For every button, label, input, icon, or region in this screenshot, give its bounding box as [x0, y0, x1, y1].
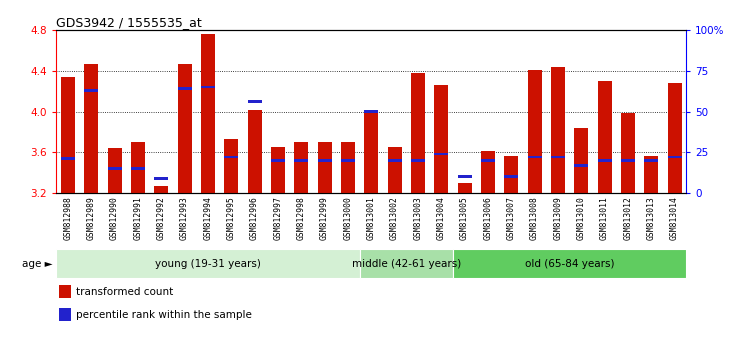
Bar — [224, 156, 238, 158]
Bar — [527, 156, 542, 158]
Bar — [341, 159, 355, 162]
Bar — [551, 156, 565, 158]
Bar — [598, 81, 611, 193]
Bar — [364, 110, 378, 113]
Bar — [271, 159, 285, 162]
Bar — [504, 156, 518, 193]
Bar — [458, 175, 472, 178]
Bar — [598, 159, 611, 162]
Bar — [458, 183, 472, 193]
Bar — [668, 83, 682, 193]
Bar — [388, 159, 401, 162]
Bar — [61, 158, 75, 160]
Bar — [131, 142, 145, 193]
Bar — [574, 128, 588, 193]
Bar — [453, 249, 686, 278]
Bar — [644, 156, 658, 193]
Text: transformed count: transformed count — [76, 287, 174, 297]
Text: percentile rank within the sample: percentile rank within the sample — [76, 310, 252, 320]
Text: middle (42-61 years): middle (42-61 years) — [352, 259, 460, 269]
Bar — [178, 64, 191, 193]
Text: young (19-31 years): young (19-31 years) — [155, 259, 261, 269]
Bar — [317, 159, 332, 162]
Bar — [56, 249, 359, 278]
Bar — [294, 159, 308, 162]
Bar — [411, 73, 425, 193]
Bar — [224, 139, 238, 193]
Bar — [84, 64, 98, 193]
Bar — [178, 87, 191, 90]
Bar — [434, 85, 448, 193]
Bar — [107, 148, 122, 193]
Bar — [248, 110, 262, 193]
Bar — [154, 177, 168, 179]
Bar — [644, 159, 658, 162]
Bar — [481, 159, 495, 162]
Bar — [504, 175, 518, 178]
Bar — [341, 142, 355, 193]
Bar — [481, 151, 495, 193]
Bar — [59, 285, 70, 298]
Bar — [294, 142, 308, 193]
Bar — [364, 112, 378, 193]
Bar — [271, 147, 285, 193]
Bar — [131, 167, 145, 170]
Bar — [107, 167, 122, 170]
Bar — [61, 77, 75, 193]
Bar — [411, 159, 425, 162]
Bar — [359, 249, 453, 278]
Bar — [551, 67, 565, 193]
Bar — [668, 156, 682, 158]
Bar — [154, 186, 168, 193]
Bar — [59, 308, 70, 321]
Bar — [317, 142, 332, 193]
Text: age ►: age ► — [22, 259, 53, 269]
Bar — [84, 89, 98, 92]
Bar — [574, 164, 588, 166]
Text: GDS3942 / 1555535_at: GDS3942 / 1555535_at — [56, 16, 202, 29]
Bar — [201, 86, 215, 88]
Text: old (65-84 years): old (65-84 years) — [525, 259, 614, 269]
Bar — [434, 153, 448, 155]
Bar — [248, 101, 262, 103]
Bar — [388, 147, 401, 193]
Bar — [201, 34, 215, 193]
Bar — [621, 113, 635, 193]
Bar — [621, 159, 635, 162]
Bar — [527, 70, 542, 193]
